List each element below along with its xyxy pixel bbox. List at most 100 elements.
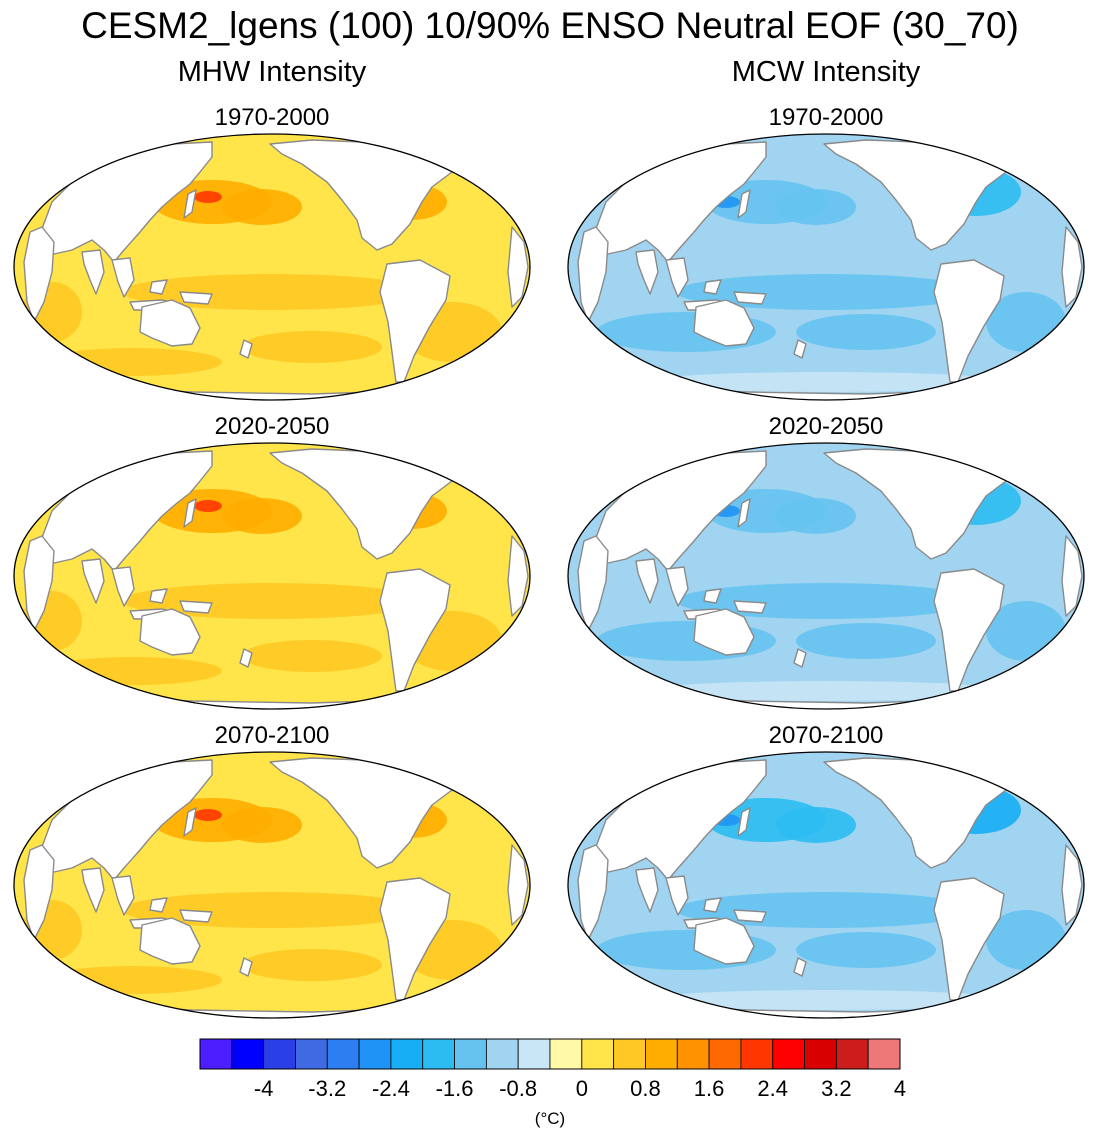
colorbar-frame xyxy=(199,1038,901,1070)
landmass xyxy=(139,917,201,965)
landmass xyxy=(693,608,755,656)
colorbar-swatch xyxy=(613,1038,646,1070)
colorbar-swatch xyxy=(867,1038,901,1070)
landmass xyxy=(635,867,659,913)
landmass xyxy=(703,588,722,604)
landmass xyxy=(665,257,689,298)
landmass xyxy=(149,897,168,913)
anomaly-region xyxy=(42,348,222,376)
anomaly-region xyxy=(796,932,936,968)
map-border xyxy=(13,751,531,1019)
landmass xyxy=(139,608,201,656)
map-mcw-2070-2100 xyxy=(566,750,1086,1020)
colorbar-swatch xyxy=(485,1038,519,1070)
colorbar-tick-label: -0.8 xyxy=(499,1076,538,1101)
colorbar-swatch xyxy=(549,1038,583,1070)
landmass xyxy=(665,875,689,916)
landmass xyxy=(379,259,451,383)
colorbar-units: (°C) xyxy=(534,1109,566,1128)
landmass xyxy=(507,226,529,308)
landmass xyxy=(793,339,807,359)
panel-title-mcw-2020-2050: 2020-2050 xyxy=(768,413,884,440)
colorbar-tick-label: 0.8 xyxy=(630,1076,661,1101)
landmass xyxy=(379,568,451,692)
anomaly-region xyxy=(194,809,222,821)
landmass xyxy=(111,257,135,298)
landmass xyxy=(81,558,105,604)
landmass xyxy=(183,807,197,837)
colorbar-swatch xyxy=(581,1038,615,1070)
anomaly-region xyxy=(194,500,222,512)
panel-title-mhw-2070-2100: 2070-2100 xyxy=(214,722,330,749)
map-mcw-2020-2050 xyxy=(566,441,1086,711)
colorbar-tick-label: 3.2 xyxy=(821,1076,852,1101)
anomaly-region xyxy=(222,498,302,534)
anomaly-region xyxy=(776,807,856,843)
landmass xyxy=(1061,844,1083,926)
anomaly-region xyxy=(242,331,382,363)
anomaly-region xyxy=(646,681,1006,701)
map-mhw-2020-2050 xyxy=(12,441,532,711)
landmass xyxy=(23,535,55,632)
anomaly-region xyxy=(646,372,1006,392)
landmass xyxy=(149,279,168,295)
colorbar-swatch xyxy=(676,1038,710,1070)
landmass xyxy=(183,498,197,528)
landmass xyxy=(179,909,213,923)
anomaly-region xyxy=(776,189,856,225)
landmass xyxy=(933,259,1005,383)
landmass xyxy=(111,875,135,916)
map-border xyxy=(13,442,531,710)
colorbar xyxy=(199,1038,901,1070)
landmass xyxy=(81,867,105,913)
map-mhw-2070-2100 xyxy=(12,750,532,1020)
landmass xyxy=(179,600,213,614)
map-border xyxy=(567,751,1085,1019)
anomaly-region xyxy=(242,640,382,672)
colorbar-swatch xyxy=(835,1038,869,1070)
landmass xyxy=(737,498,751,528)
anomaly-region xyxy=(242,949,382,981)
colorbar-swatch xyxy=(517,1038,551,1070)
landmass xyxy=(183,189,197,219)
anomaly-region xyxy=(796,314,936,350)
landmass xyxy=(379,877,451,1001)
panel-title-mhw-1970-2000: 1970-2000 xyxy=(214,104,330,131)
colorbar-tick-label: -4 xyxy=(253,1076,274,1101)
anomaly-region xyxy=(194,191,222,203)
landmass xyxy=(737,807,751,837)
map-mhw-1970-2000 xyxy=(12,132,532,402)
anomaly-region xyxy=(796,623,936,659)
landmass xyxy=(239,339,253,359)
landmass xyxy=(693,917,755,965)
colorbar-swatch xyxy=(295,1038,328,1070)
landmass xyxy=(239,957,253,977)
colorbar-swatch xyxy=(326,1038,360,1070)
panel-title-mcw-2070-2100: 2070-2100 xyxy=(768,722,884,749)
landmass xyxy=(179,291,213,305)
landmass xyxy=(665,566,689,607)
colorbar-swatch xyxy=(645,1038,678,1070)
colorbar-swatch xyxy=(708,1038,742,1070)
landmass xyxy=(111,566,135,607)
landmass xyxy=(577,844,609,941)
colorbar-tick-label: 2.4 xyxy=(757,1076,789,1101)
map-mcw-1970-2000 xyxy=(566,132,1086,402)
landmass xyxy=(81,249,105,295)
anomaly-region xyxy=(776,498,856,534)
column-title-mhw: MHW Intensity xyxy=(177,56,367,88)
anomaly-region xyxy=(646,990,1006,1010)
colorbar-tick-label: 1.6 xyxy=(693,1076,725,1101)
colorbar-swatch xyxy=(740,1038,774,1070)
colorbar-tick-label: -2.4 xyxy=(371,1076,410,1101)
landmass xyxy=(239,648,253,668)
colorbar-swatch xyxy=(263,1038,296,1070)
landmass xyxy=(933,568,1005,692)
landmass xyxy=(635,558,659,604)
anomaly-region xyxy=(42,657,222,685)
colorbar-swatch xyxy=(231,1038,265,1070)
colorbar-swatch xyxy=(804,1038,837,1070)
landmass xyxy=(23,844,55,941)
landmass xyxy=(933,877,1005,1001)
colorbar-swatch xyxy=(358,1038,392,1070)
